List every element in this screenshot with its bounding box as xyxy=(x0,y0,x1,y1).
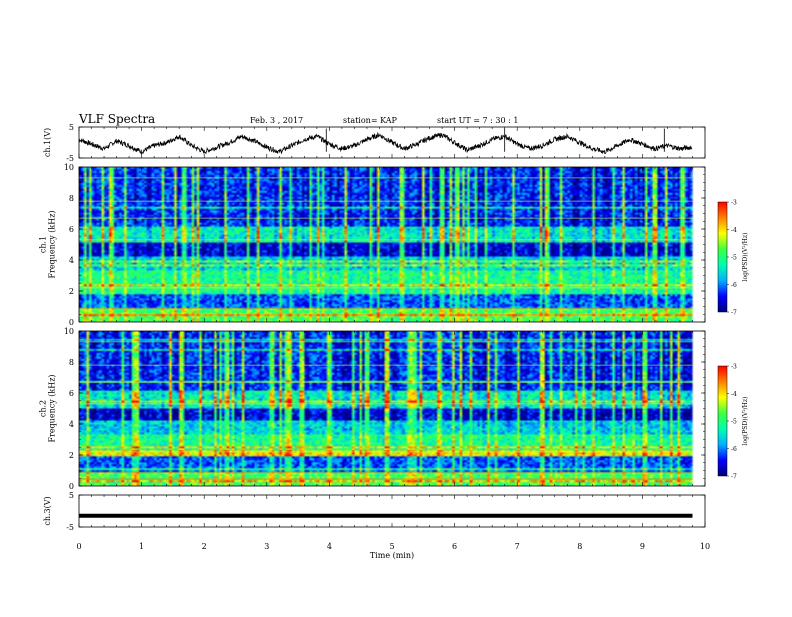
y-axis-label: Frequency (kHz) xyxy=(48,210,57,278)
ch1-waveform-panel: 5 -5 ch.1(V) xyxy=(43,123,706,163)
x-tick-label: 10 xyxy=(700,542,710,551)
panel-frame xyxy=(78,166,706,323)
spectrogram-image xyxy=(79,331,705,486)
x-tick-label: 2 xyxy=(202,542,207,551)
ch2-spectrogram-panel: 0 2 4 6 8 10 ch.2 Frequency (kHz) xyxy=(39,327,706,491)
colorbar-tick-label: -7 xyxy=(731,310,737,317)
colorbar-tick-label: -5 xyxy=(731,255,737,262)
y-axis-label: ch.1(V) xyxy=(43,128,52,157)
colorbar-tick-label: -6 xyxy=(731,446,737,453)
y-axis-label: ch.1 xyxy=(39,236,48,253)
x-tick-label: 1 xyxy=(139,542,144,551)
colorbar-scale xyxy=(717,201,728,313)
panel-frame xyxy=(78,126,706,159)
time-axis: 0 1 2 3 4 5 6 7 8 9 10 Time (min) xyxy=(76,542,710,560)
y-tick-label: 8 xyxy=(69,194,74,203)
spectrogram-image xyxy=(79,167,705,322)
y-tick-label: 4 xyxy=(69,256,74,265)
colorbar-label: log(PSD)(V²/Hz) xyxy=(742,397,749,446)
y-axis-label: ch.2 xyxy=(39,400,48,417)
colorbar-tick-label: -4 xyxy=(731,391,737,398)
x-tick-label: 9 xyxy=(640,542,645,551)
colorbar-tick-label: -3 xyxy=(731,364,737,371)
figure-title: VLF Spectra xyxy=(78,112,155,126)
panel-frame xyxy=(78,494,706,528)
station-label: station= KAP xyxy=(343,116,398,125)
y-tick-label: 10 xyxy=(64,163,74,172)
colorbar-label: log(PSD)(V²/Hz) xyxy=(742,233,749,282)
colorbar-tick-label: -6 xyxy=(731,282,737,289)
y-tick-label: 5 xyxy=(69,123,74,132)
y-tick-label: 10 xyxy=(64,327,74,336)
y-axis-label: ch.3(V) xyxy=(43,496,52,525)
ch1-trace xyxy=(78,131,693,155)
date-label: Feb. 3 , 2017 xyxy=(250,116,303,125)
y-tick-label: 8 xyxy=(69,358,74,367)
ch2-colorbar: -3 -4 -5 -6 -7 log(PSD)(V²/Hz) xyxy=(717,364,749,481)
panel-frame xyxy=(78,330,706,487)
ch3-waveform-panel: 5 -5 ch.3(V) xyxy=(43,491,706,532)
x-tick-label: 4 xyxy=(327,542,332,551)
x-tick-label: 6 xyxy=(452,542,457,551)
x-tick-label: 7 xyxy=(515,542,520,551)
start-time-label: start UT = 7 : 30 : 1 xyxy=(437,116,518,125)
y-tick-label: 4 xyxy=(69,420,74,429)
ch1-spectrogram-panel: 0 2 4 6 8 10 ch.1 Frequency (kHz) xyxy=(39,163,706,327)
colorbar-tick-label: -5 xyxy=(731,419,737,426)
colorbar-tick-label: -4 xyxy=(731,227,737,234)
y-tick-label: 2 xyxy=(69,451,74,460)
y-tick-label: -5 xyxy=(66,523,74,532)
y-tick-label: 2 xyxy=(69,287,74,296)
y-tick-label: 0 xyxy=(69,318,74,327)
x-axis-label: Time (min) xyxy=(370,551,414,560)
colorbar-scale xyxy=(717,365,728,477)
y-tick-label: 6 xyxy=(69,225,74,234)
colorbar-tick-label: -7 xyxy=(731,474,737,481)
x-tick-label: 3 xyxy=(264,542,269,551)
x-tick-label: 8 xyxy=(577,542,582,551)
x-tick-label: 0 xyxy=(76,542,81,551)
y-tick-label: -5 xyxy=(66,154,74,163)
x-tick-label: 5 xyxy=(389,542,394,551)
y-tick-label: 0 xyxy=(69,482,74,491)
y-axis-label: Frequency (kHz) xyxy=(48,374,57,442)
colorbar-tick-label: -3 xyxy=(731,200,737,207)
y-tick-label: 6 xyxy=(69,389,74,398)
y-tick-label: 5 xyxy=(69,491,74,500)
ch1-colorbar: -3 -4 -5 -6 -7 log(PSD)(V²/Hz) xyxy=(717,200,749,317)
